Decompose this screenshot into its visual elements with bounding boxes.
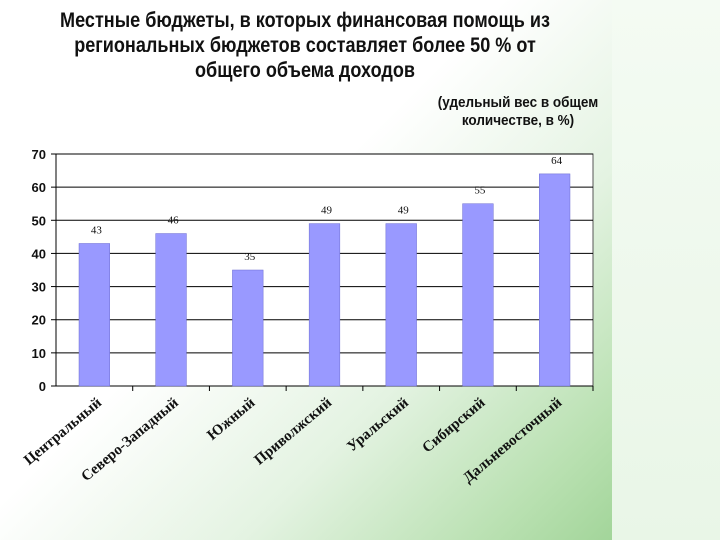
data-label: 49: [398, 205, 410, 217]
slide-note: (удельный вес в общем количестве, в %): [437, 94, 599, 129]
slide-background-strip: [612, 0, 720, 540]
y-tick-label: 50: [32, 213, 46, 228]
data-label: 49: [321, 205, 333, 217]
bar: [232, 269, 264, 387]
category-label: Уральский: [344, 395, 412, 455]
y-tick-label: 70: [32, 147, 46, 162]
category-label: Южный: [204, 395, 258, 444]
bar: [78, 243, 110, 387]
category-label: Центральный: [21, 395, 105, 469]
data-label: 35: [244, 251, 256, 263]
data-label: 64: [551, 155, 563, 167]
data-label: 55: [474, 185, 486, 197]
category-label: Сибирский: [420, 395, 489, 457]
data-label: 46: [168, 215, 180, 227]
bar: [155, 233, 187, 387]
bar: [385, 223, 417, 387]
category-label: Приволжский: [252, 395, 336, 469]
bar: [308, 223, 341, 387]
y-tick-label: 60: [32, 180, 46, 195]
data-label: 43: [91, 224, 103, 236]
bar: [462, 203, 494, 387]
y-tick-label: 0: [39, 379, 46, 394]
y-tick-label: 10: [32, 346, 46, 361]
slide-title: Местные бюджеты, в которых финансовая по…: [60, 9, 550, 82]
y-tick-label: 20: [32, 313, 46, 328]
y-tick-label: 40: [32, 246, 46, 261]
y-tick-label: 30: [32, 280, 46, 295]
bar: [539, 173, 571, 387]
